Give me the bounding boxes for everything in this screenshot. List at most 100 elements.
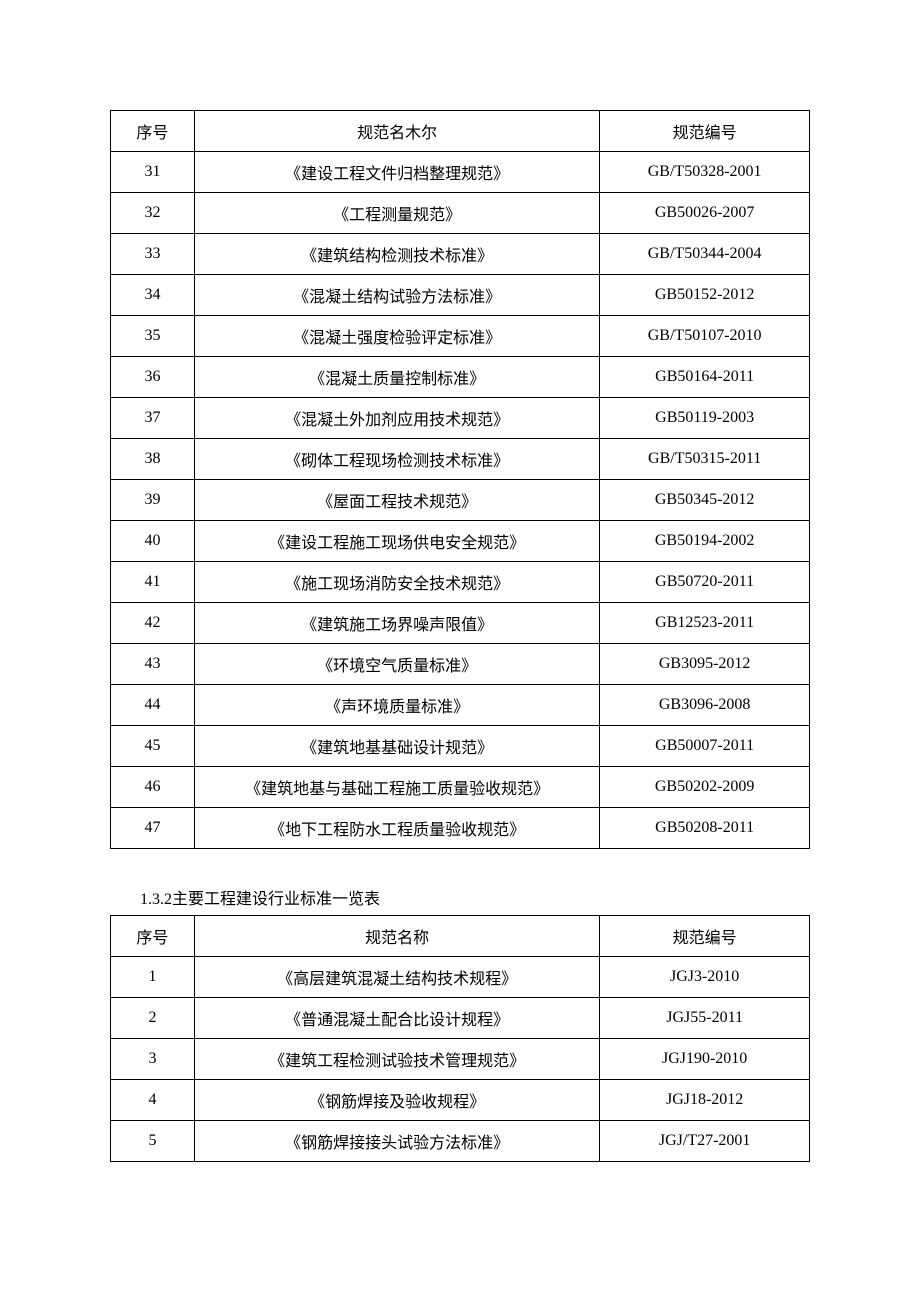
cell-seq: 41 <box>111 562 195 603</box>
cell-seq: 46 <box>111 767 195 808</box>
cell-name: 《工程测量规范》 <box>194 193 599 234</box>
standards-table-1: 序号 规范名木尔 规范编号 31《建设工程文件归档整理规范》GB/T50328-… <box>110 110 810 849</box>
standards-table-2: 序号 规范名称 规范编号 1《高层建筑混凝土结构技术规程》JGJ3-20102《… <box>110 915 810 1162</box>
cell-code: GB/T50328-2001 <box>600 152 810 193</box>
cell-seq: 31 <box>111 152 195 193</box>
cell-name: 《建筑结构检测技术标准》 <box>194 234 599 275</box>
cell-seq: 33 <box>111 234 195 275</box>
header-seq: 序号 <box>111 111 195 152</box>
cell-name: 《普通混凝土配合比设计规程》 <box>194 998 599 1039</box>
cell-code: GB50152-2012 <box>600 275 810 316</box>
table-row: 4《钢筋焊接及验收规程》JGJ18-2012 <box>111 1080 810 1121</box>
cell-code: JGJ18-2012 <box>600 1080 810 1121</box>
cell-name: 《建设工程施工现场供电安全规范》 <box>194 521 599 562</box>
page-content: 序号 规范名木尔 规范编号 31《建设工程文件归档整理规范》GB/T50328-… <box>0 0 920 1162</box>
cell-seq: 3 <box>111 1039 195 1080</box>
cell-name: 《地下工程防水工程质量验收规范》 <box>194 808 599 849</box>
table-row: 42《建筑施工场界噪声限值》GB12523-2011 <box>111 603 810 644</box>
cell-code: GB50164-2011 <box>600 357 810 398</box>
cell-name: 《建筑工程检测试验技术管理规范》 <box>194 1039 599 1080</box>
cell-name: 《钢筋焊接及验收规程》 <box>194 1080 599 1121</box>
header-code: 规范编号 <box>600 916 810 957</box>
cell-name: 《砌体工程现场检测技术标准》 <box>194 439 599 480</box>
cell-seq: 40 <box>111 521 195 562</box>
cell-code: GB50119-2003 <box>600 398 810 439</box>
cell-seq: 39 <box>111 480 195 521</box>
table2-body: 1《高层建筑混凝土结构技术规程》JGJ3-20102《普通混凝土配合比设计规程》… <box>111 957 810 1162</box>
header-name: 规范名木尔 <box>194 111 599 152</box>
table-row: 39《屋面工程技术规范》GB50345-2012 <box>111 480 810 521</box>
cell-code: GB/T50107-2010 <box>600 316 810 357</box>
table1-body: 31《建设工程文件归档整理规范》GB/T50328-200132《工程测量规范》… <box>111 152 810 849</box>
table-row: 46《建筑地基与基础工程施工质量验收规范》GB50202-2009 <box>111 767 810 808</box>
cell-seq: 2 <box>111 998 195 1039</box>
table-row: 5《钢筋焊接接头试验方法标准》JGJ/T27-2001 <box>111 1121 810 1162</box>
cell-seq: 36 <box>111 357 195 398</box>
cell-name: 《建筑施工场界噪声限值》 <box>194 603 599 644</box>
cell-name: 《屋面工程技术规范》 <box>194 480 599 521</box>
table-row: 1《高层建筑混凝土结构技术规程》JGJ3-2010 <box>111 957 810 998</box>
table-row: 47《地下工程防水工程质量验收规范》GB50208-2011 <box>111 808 810 849</box>
cell-code: GB/T50344-2004 <box>600 234 810 275</box>
cell-code: GB50202-2009 <box>600 767 810 808</box>
table-header-row: 序号 规范名称 规范编号 <box>111 916 810 957</box>
cell-code: GB12523-2011 <box>600 603 810 644</box>
cell-name: 《建筑地基基础设计规范》 <box>194 726 599 767</box>
cell-code: GB/T50315-2011 <box>600 439 810 480</box>
table-row: 36《混凝土质量控制标准》GB50164-2011 <box>111 357 810 398</box>
cell-code: JGJ55-2011 <box>600 998 810 1039</box>
table-row: 31《建设工程文件归档整理规范》GB/T50328-2001 <box>111 152 810 193</box>
header-name: 规范名称 <box>194 916 599 957</box>
cell-code: JGJ190-2010 <box>600 1039 810 1080</box>
cell-name: 《建筑地基与基础工程施工质量验收规范》 <box>194 767 599 808</box>
table-row: 43《环境空气质量标准》GB3095-2012 <box>111 644 810 685</box>
cell-seq: 1 <box>111 957 195 998</box>
table-row: 45《建筑地基基础设计规范》GB50007-2011 <box>111 726 810 767</box>
table-row: 32《工程测量规范》GB50026-2007 <box>111 193 810 234</box>
cell-name: 《环境空气质量标准》 <box>194 644 599 685</box>
table-row: 41《施工现场消防安全技术规范》GB50720-2011 <box>111 562 810 603</box>
cell-seq: 4 <box>111 1080 195 1121</box>
cell-code: GB50720-2011 <box>600 562 810 603</box>
cell-name: 《高层建筑混凝土结构技术规程》 <box>194 957 599 998</box>
cell-seq: 44 <box>111 685 195 726</box>
cell-code: GB50026-2007 <box>600 193 810 234</box>
cell-seq: 32 <box>111 193 195 234</box>
cell-name: 《钢筋焊接接头试验方法标准》 <box>194 1121 599 1162</box>
cell-seq: 38 <box>111 439 195 480</box>
cell-seq: 43 <box>111 644 195 685</box>
table-row: 40《建设工程施工现场供电安全规范》GB50194-2002 <box>111 521 810 562</box>
table-row: 35《混凝土强度检验评定标准》GB/T50107-2010 <box>111 316 810 357</box>
table-row: 44《声环境质量标准》GB3096-2008 <box>111 685 810 726</box>
cell-seq: 45 <box>111 726 195 767</box>
table-header-row: 序号 规范名木尔 规范编号 <box>111 111 810 152</box>
cell-seq: 5 <box>111 1121 195 1162</box>
cell-code: GB50007-2011 <box>600 726 810 767</box>
cell-name: 《混凝土强度检验评定标准》 <box>194 316 599 357</box>
cell-name: 《混凝土结构试验方法标准》 <box>194 275 599 316</box>
cell-seq: 47 <box>111 808 195 849</box>
cell-code: JGJ/T27-2001 <box>600 1121 810 1162</box>
table-row: 34《混凝土结构试验方法标准》GB50152-2012 <box>111 275 810 316</box>
cell-name: 《混凝土外加剂应用技术规范》 <box>194 398 599 439</box>
table-row: 2《普通混凝土配合比设计规程》JGJ55-2011 <box>111 998 810 1039</box>
section-heading: 1.3.2主要工程建设行业标准一览表 <box>140 885 810 909</box>
cell-seq: 42 <box>111 603 195 644</box>
cell-seq: 37 <box>111 398 195 439</box>
cell-code: GB50345-2012 <box>600 480 810 521</box>
cell-code: GB3095-2012 <box>600 644 810 685</box>
table-row: 37《混凝土外加剂应用技术规范》GB50119-2003 <box>111 398 810 439</box>
cell-code: JGJ3-2010 <box>600 957 810 998</box>
cell-name: 《建设工程文件归档整理规范》 <box>194 152 599 193</box>
table-row: 3《建筑工程检测试验技术管理规范》JGJ190-2010 <box>111 1039 810 1080</box>
cell-name: 《混凝土质量控制标准》 <box>194 357 599 398</box>
header-code: 规范编号 <box>600 111 810 152</box>
cell-code: GB3096-2008 <box>600 685 810 726</box>
table-row: 33《建筑结构检测技术标准》GB/T50344-2004 <box>111 234 810 275</box>
cell-name: 《施工现场消防安全技术规范》 <box>194 562 599 603</box>
cell-seq: 35 <box>111 316 195 357</box>
cell-seq: 34 <box>111 275 195 316</box>
header-seq: 序号 <box>111 916 195 957</box>
table-row: 38《砌体工程现场检测技术标准》GB/T50315-2011 <box>111 439 810 480</box>
cell-code: GB50194-2002 <box>600 521 810 562</box>
